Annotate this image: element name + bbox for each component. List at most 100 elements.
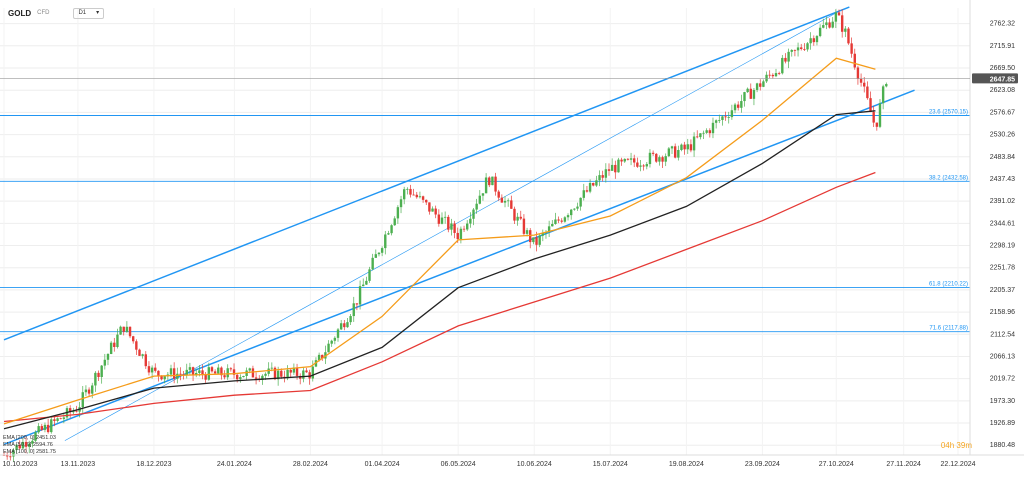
symbol-name[interactable]: GOLD	[8, 8, 32, 18]
candle-body	[185, 369, 188, 375]
candle-countdown: 04h 39m	[940, 441, 972, 450]
y-tick-label: 2344.61	[990, 220, 1015, 227]
fib-level-label: 23.6 (2570.15)	[929, 109, 968, 115]
y-tick-label: 2669.50	[990, 65, 1015, 72]
candle-body	[699, 133, 702, 138]
candle-body	[128, 326, 132, 337]
y-tick-label: 1926.89	[990, 420, 1015, 427]
candle-body	[497, 191, 500, 198]
candle-body	[339, 323, 343, 330]
candle-body	[311, 366, 315, 379]
y-tick-label: 2530.26	[990, 132, 1015, 139]
candle-body	[138, 349, 141, 356]
candle-body	[135, 341, 138, 350]
candle-body	[459, 228, 463, 240]
candle-body	[352, 303, 355, 317]
candle-body	[837, 12, 841, 16]
candle-body	[305, 370, 308, 373]
candle-body	[680, 144, 683, 150]
candle-body	[191, 367, 195, 375]
x-tick-label: 24.01.2024	[217, 461, 252, 468]
candle-body	[97, 372, 100, 378]
candle-body	[349, 316, 352, 323]
candle-body	[847, 28, 850, 44]
candle-body	[377, 252, 381, 255]
candle-body	[245, 370, 248, 376]
candle-body	[689, 144, 693, 151]
last-price-label: 2647.85	[990, 76, 1015, 83]
fib-level-label: 61.8 (2210.22)	[929, 282, 968, 288]
candle-body	[863, 82, 866, 87]
candle-body	[12, 450, 15, 457]
candle-body	[94, 372, 97, 386]
series-line	[3, 57, 876, 425]
candle-body	[803, 48, 806, 50]
candle-body	[730, 110, 734, 118]
candle-body	[172, 368, 176, 379]
candle-body	[150, 367, 154, 373]
candle-body	[875, 122, 879, 127]
candle-body	[56, 418, 59, 422]
chevron-down-icon: ▾	[96, 9, 100, 16]
candle-body	[648, 152, 652, 165]
candle-body	[163, 376, 166, 380]
candle-body	[210, 367, 214, 372]
candle-body	[368, 269, 371, 281]
candle-body	[768, 74, 771, 76]
candle-body	[226, 368, 229, 378]
ema-lines	[3, 57, 876, 430]
candle-body	[576, 206, 579, 209]
axes: 2762.32 2715.91 2669.50 2623.08 2576.67 2530.…	[0, 0, 1024, 468]
fib-level-label: 38.2 (2432.58)	[929, 175, 968, 181]
candle-body	[796, 47, 800, 51]
candle-body	[800, 47, 803, 49]
candle-body	[40, 426, 44, 430]
indicator-row[interactable]: EMA [50, 0] 2594.76	[3, 442, 56, 449]
candle-body	[28, 443, 31, 447]
candle-body	[774, 73, 778, 77]
indicator-row[interactable]: EMA [200, 0] 2451.03	[3, 435, 56, 442]
candle-body	[711, 122, 715, 134]
candle-body	[365, 280, 368, 285]
candle-body	[787, 51, 790, 62]
candle-body	[232, 369, 236, 375]
candle-body	[708, 130, 712, 134]
candle-body	[535, 237, 538, 245]
candle-body	[469, 218, 472, 224]
price-candles	[2, 9, 888, 462]
candle-body	[406, 188, 409, 190]
candle-body	[46, 424, 50, 433]
indicator-row[interactable]: EMA [100, 0] 2581.75	[3, 449, 56, 456]
candle-body	[740, 101, 743, 108]
candle-body	[154, 367, 157, 371]
candle-body	[755, 83, 759, 90]
candle-body	[280, 370, 283, 377]
candle-body	[273, 367, 277, 380]
candle-body	[784, 57, 787, 62]
candle-body	[601, 175, 604, 178]
candle-body	[371, 257, 374, 270]
candle-body	[664, 156, 667, 162]
candle-body	[418, 196, 422, 198]
candle-body	[790, 49, 793, 52]
candle-body	[425, 199, 428, 203]
candle-body	[75, 410, 78, 412]
candle-body	[551, 224, 554, 227]
candle-body	[176, 373, 179, 379]
candle-body	[53, 419, 56, 422]
candle-body	[859, 78, 863, 83]
candle-body	[705, 130, 708, 133]
candle-body	[878, 103, 882, 127]
candle-body	[443, 216, 447, 218]
candle-body	[818, 27, 822, 37]
candle-body	[563, 217, 567, 222]
candle-body	[179, 373, 182, 375]
y-tick-label: 2112.54	[990, 331, 1015, 338]
timeframe-select[interactable]: D1 ▾	[73, 7, 105, 19]
candle-body	[317, 354, 321, 361]
x-tick-label: 10.06.2024	[517, 461, 552, 468]
candle-body	[229, 368, 233, 370]
candle-body	[308, 372, 311, 379]
